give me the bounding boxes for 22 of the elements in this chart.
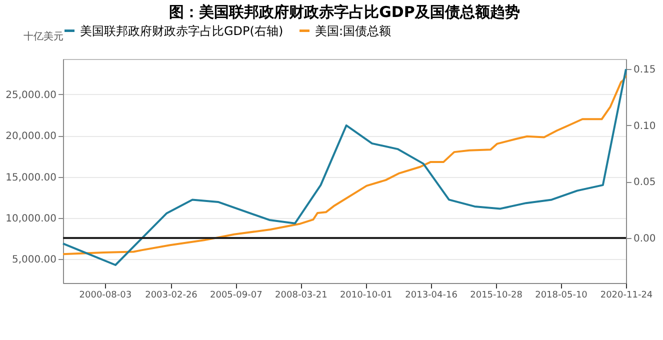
- y2-tick-label: 0.05: [634, 177, 656, 188]
- y-axis-title: 十亿美元: [24, 30, 64, 42]
- y2-tick-label: 0.00: [634, 233, 656, 244]
- y2-tick-label: 0.15: [634, 64, 656, 76]
- legend-label: 美国:国债总额: [315, 24, 392, 38]
- x-tick-label: 2010-10-01: [340, 290, 392, 300]
- legend-label: 美国联邦政府财政赤字占比GDP(右轴): [80, 24, 284, 38]
- x-tick-label: 2020-11-24: [600, 290, 653, 300]
- y-tick-label: 10,000.00: [6, 213, 56, 224]
- x-tick-label: 2015-10-28: [470, 290, 523, 300]
- x-tick-label: 2003-02-26: [145, 290, 198, 300]
- y-tick-label: 20,000.00: [6, 131, 56, 142]
- x-tick-label: 2018-05-10: [535, 290, 588, 300]
- x-tick-label: 2005-09-07: [210, 290, 262, 300]
- x-tick-label: 2000-08-03: [79, 290, 132, 300]
- y2-tick-label: 0.10: [634, 120, 656, 132]
- x-tick-label: 2008-03-21: [275, 290, 328, 300]
- x-tick-label: 2013-04-16: [405, 290, 458, 300]
- chart-title: 图：美国联邦政府财政赤字占比GDP及国债总额趋势: [169, 3, 520, 21]
- y-tick-label: 15,000.00: [6, 172, 56, 184]
- y-tick-label: 5,000.00: [12, 254, 56, 266]
- y-tick-label: 25,000.00: [6, 90, 56, 101]
